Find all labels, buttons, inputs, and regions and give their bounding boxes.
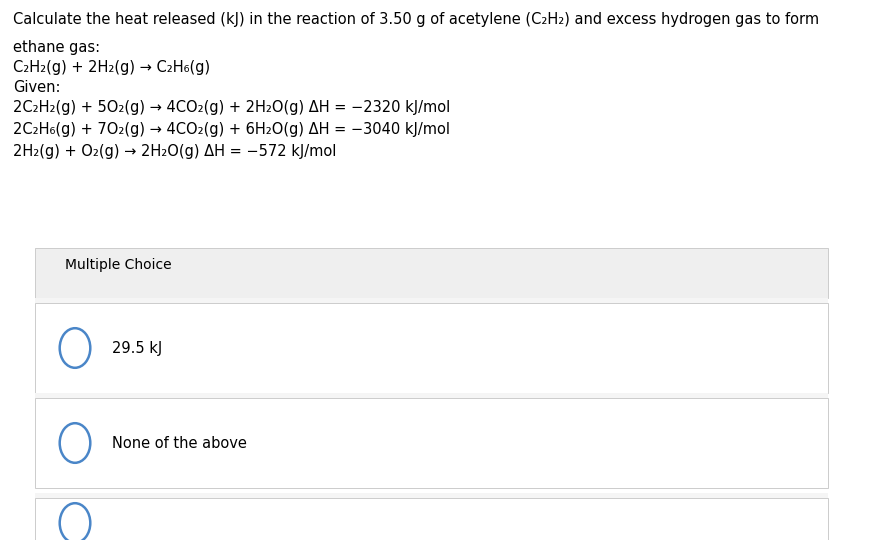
Bar xyxy=(35,498,827,540)
Text: C₂H₂(g) + 2H₂(g) → C₂H₆(g): C₂H₂(g) + 2H₂(g) → C₂H₆(g) xyxy=(13,60,210,75)
Text: 29.5 kJ: 29.5 kJ xyxy=(112,341,162,355)
Bar xyxy=(35,248,827,298)
Text: ethane gas:: ethane gas: xyxy=(13,40,100,55)
Text: None of the above: None of the above xyxy=(112,435,247,450)
Bar xyxy=(35,493,827,498)
Text: 2H₂(g) + O₂(g) → 2H₂O(g) ΔH = −572 kJ/mol: 2H₂(g) + O₂(g) → 2H₂O(g) ΔH = −572 kJ/mo… xyxy=(13,144,336,159)
Text: 2C₂H₆(g) + 7O₂(g) → 4CO₂(g) + 6H₂O(g) ΔH = −3040 kJ/mol: 2C₂H₆(g) + 7O₂(g) → 4CO₂(g) + 6H₂O(g) ΔH… xyxy=(13,122,450,137)
Bar xyxy=(35,298,827,303)
Text: 2C₂H₂(g) + 5O₂(g) → 4CO₂(g) + 2H₂O(g) ΔH = −2320 kJ/mol: 2C₂H₂(g) + 5O₂(g) → 4CO₂(g) + 2H₂O(g) ΔH… xyxy=(13,100,450,115)
Text: Multiple Choice: Multiple Choice xyxy=(65,258,172,272)
Text: Given:: Given: xyxy=(13,80,61,95)
Text: Calculate the heat released (kJ) in the reaction of 3.50 g of acetylene (C₂H₂) a: Calculate the heat released (kJ) in the … xyxy=(13,12,818,27)
Bar xyxy=(35,303,827,393)
Bar xyxy=(35,398,827,488)
Bar xyxy=(35,393,827,398)
